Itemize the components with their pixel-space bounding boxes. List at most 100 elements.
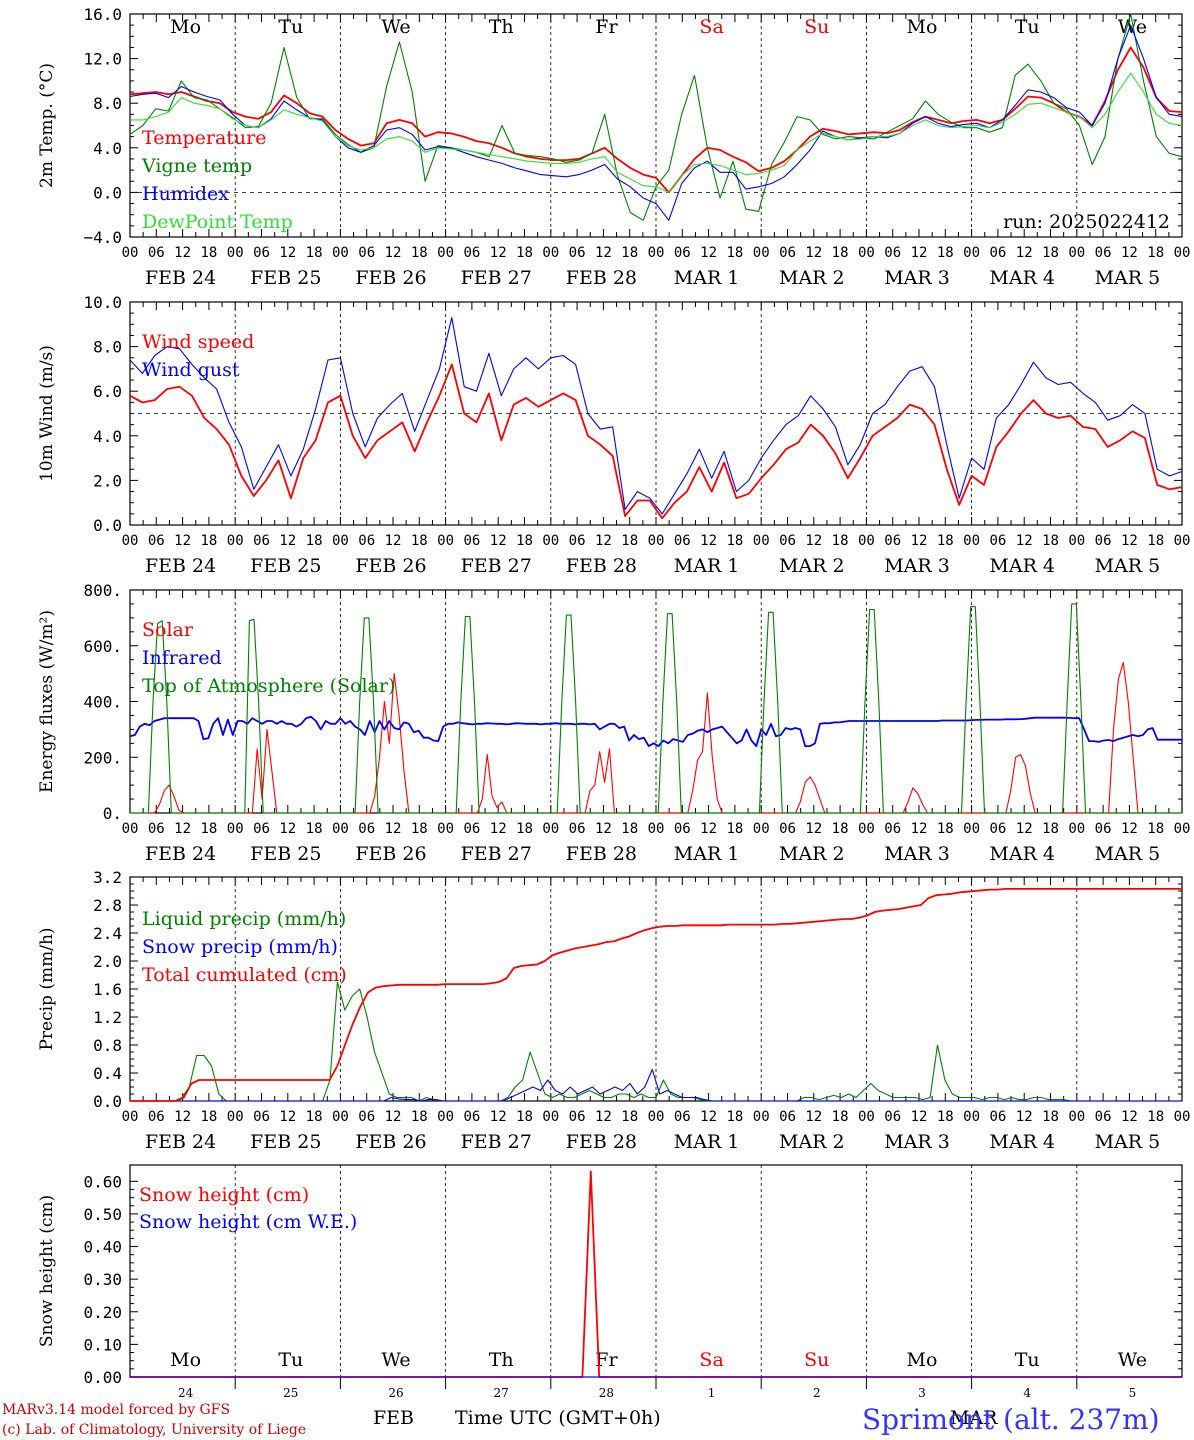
hour-label: 06	[1095, 1109, 1112, 1125]
date-label: MAR 2	[779, 843, 845, 865]
weekday-label: Tu	[278, 16, 303, 38]
date-label: FEB 26	[355, 555, 426, 577]
y-axis-title: 2m Temp. (°C)	[37, 63, 57, 188]
y-tick-label: 0.0	[93, 1092, 122, 1111]
hour-label: 12	[911, 1109, 928, 1125]
weekday-label: Mo	[907, 16, 938, 38]
date-label: FEB 27	[461, 1131, 532, 1153]
hour-label: 00	[753, 821, 770, 837]
footer-line1: MARv3.14 model forced by GFS	[2, 1402, 230, 1418]
run-label: run: 2025022412	[1003, 211, 1170, 233]
hour-label: 06	[569, 821, 586, 837]
legend-entry: Wind speed	[142, 331, 254, 353]
hour-label: 18	[200, 245, 217, 261]
hour-label: 00	[753, 1109, 770, 1125]
day-number-label: 5	[1129, 1386, 1137, 1400]
hour-label: 12	[1121, 533, 1138, 549]
hour-label: 00	[227, 533, 244, 549]
y-tick-label: 0.00	[83, 1368, 122, 1387]
hour-label: 06	[358, 533, 375, 549]
hour-label: 18	[306, 245, 323, 261]
hour-label: 18	[937, 533, 954, 549]
hour-label: 00	[648, 533, 665, 549]
date-label: FEB 27	[461, 267, 532, 289]
footer-line2: (c) Lab. of Climatology, University of L…	[2, 1422, 306, 1438]
hour-label: 00	[648, 1109, 665, 1125]
hour-label: 12	[700, 245, 717, 261]
date-label: FEB 24	[145, 1131, 216, 1153]
hour-label: 12	[174, 245, 191, 261]
hour-label: 18	[1042, 1109, 1059, 1125]
hour-label: 18	[832, 533, 849, 549]
hour-label: 00	[648, 245, 665, 261]
date-label: MAR 1	[674, 555, 740, 577]
hour-label: 18	[726, 821, 743, 837]
hour-label: 00	[437, 821, 454, 837]
hour-label: 00	[1068, 1109, 1085, 1125]
date-label: MAR 4	[989, 555, 1055, 577]
hour-label: 00	[1068, 533, 1085, 549]
hour-label: 18	[1042, 533, 1059, 549]
panel-3: 0. 200. 400. 600. 800. Energy fluxes (W/m²) 00…	[37, 581, 1190, 865]
hour-label: 18	[1042, 245, 1059, 261]
date-label: MAR 2	[779, 267, 845, 289]
date-label: MAR 3	[884, 843, 950, 865]
weekday-label: Mo	[907, 1349, 938, 1371]
series-line-wind-speed	[129, 363, 1183, 520]
hour-label: 18	[726, 533, 743, 549]
hour-label: 06	[463, 1109, 480, 1125]
hour-label: 18	[832, 245, 849, 261]
y-tick-label: 200.	[83, 748, 122, 767]
day-number-label: 4	[1023, 1386, 1031, 1400]
legend-entry: DewPoint Temp	[142, 211, 293, 233]
date-label: FEB 28	[566, 555, 637, 577]
hour-label: 06	[884, 533, 901, 549]
day-number-label: 3	[918, 1386, 926, 1400]
y-tick-label: 4.0	[93, 139, 122, 158]
date-label: FEB 27	[461, 843, 532, 865]
y-tick-label: 8.0	[93, 94, 122, 113]
y-tick-label: 0.20	[83, 1303, 122, 1322]
hour-label: 18	[516, 245, 533, 261]
hour-label: 06	[674, 533, 691, 549]
panel-2: 0.0 2.0 4.0 6.0 8.0 10.0 10m Wind (m/s) 00 06 12 1…	[37, 293, 1190, 577]
hour-label: 12	[1016, 245, 1033, 261]
series-line-wind-gust	[129, 317, 1183, 515]
hour-label: 06	[989, 245, 1006, 261]
date-label: FEB 26	[355, 1131, 426, 1153]
y-tick-label: 0.0	[93, 516, 122, 535]
hour-label: 00	[858, 533, 875, 549]
date-label: MAR 5	[1095, 843, 1161, 865]
hour-label: 12	[595, 245, 612, 261]
y-tick-label: 2.4	[93, 924, 122, 943]
legend-entry: Snow precip (mm/h)	[142, 936, 338, 958]
date-label: FEB 27	[461, 555, 532, 577]
weekday-label: We	[381, 16, 410, 38]
hour-label: 00	[227, 821, 244, 837]
hour-label: 06	[884, 245, 901, 261]
hour-label: 18	[832, 1109, 849, 1125]
hour-label: 12	[1016, 821, 1033, 837]
date-label: FEB 24	[145, 555, 216, 577]
weekday-label: Fr	[595, 16, 618, 38]
hour-label: 18	[1147, 533, 1164, 549]
plot-frame	[129, 589, 1183, 814]
panel-4: 0.0 0.4 0.8 1.2 1.6 2.0 2.4 2.8 3.2 Precip (mm/h)…	[37, 868, 1190, 1153]
hour-label: 06	[148, 245, 165, 261]
hour-label: 06	[674, 821, 691, 837]
y-tick-label: 0.60	[83, 1172, 122, 1191]
legend-entry: Snow height (cm)	[139, 1184, 309, 1206]
hour-label: 18	[306, 821, 323, 837]
hour-label: 00	[332, 245, 349, 261]
hour-label: 12	[279, 533, 296, 549]
hour-label: 06	[779, 245, 796, 261]
weekday-label: Th	[489, 1349, 514, 1371]
hour-label: 12	[595, 1109, 612, 1125]
day-number-label: 1	[708, 1386, 716, 1400]
date-label: MAR 1	[674, 1131, 740, 1153]
date-label: MAR 3	[884, 555, 950, 577]
y-tick-label: 16.0	[83, 5, 122, 24]
hour-label: 06	[358, 821, 375, 837]
legend-entry: Total cumulated (cm)	[142, 964, 347, 986]
